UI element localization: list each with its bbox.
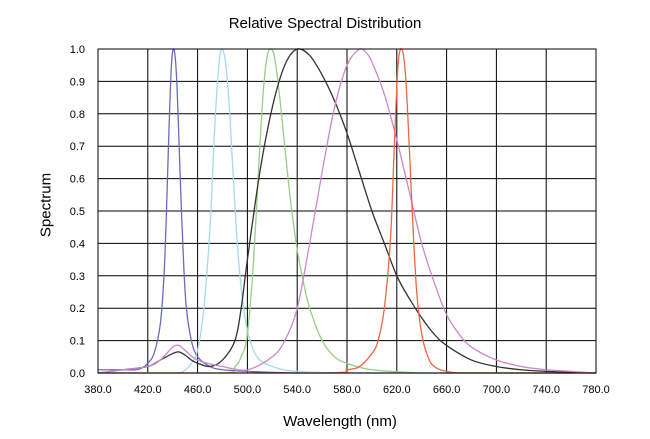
- series-lines: [97, 48, 597, 374]
- x-tick-label: 420.0: [134, 384, 162, 396]
- x-tick-label: 780.0: [582, 384, 610, 396]
- y-tick-label: 0.6: [70, 174, 85, 186]
- series-line-5: [97, 48, 597, 374]
- x-axis-label: Wavelength (nm): [283, 413, 397, 430]
- x-tick-label: 540.0: [283, 384, 311, 396]
- y-tick-label: 1.0: [70, 44, 85, 56]
- x-tick-label: 460.0: [184, 384, 212, 396]
- series-line-3: [98, 48, 596, 374]
- x-tick-label: 660.0: [433, 384, 461, 396]
- chart-title: Relative Spectral Distribution: [228, 15, 422, 32]
- x-tick-label: 700.0: [483, 384, 511, 396]
- x-tick-label: 740.0: [532, 384, 560, 396]
- x-tick-label: 380.0: [84, 384, 112, 396]
- series-line-1: [98, 48, 596, 374]
- y-tick-label: 0.1: [70, 336, 85, 348]
- y-tick-label: 0.5: [70, 206, 85, 218]
- x-tick-labels: 380.0 420.0 460.0 500.0 540.0 580.0 620.0 660.0…: [84, 384, 610, 396]
- y-tick-label: 0.3: [70, 271, 85, 283]
- y-tick-labels: 0.0 0.1 0.2 0.3 0.4 0.5 0.6 0.7 0.8 0.9 1.0: [70, 44, 85, 380]
- y-tick-label: 0.0: [70, 368, 85, 380]
- y-axis-label: Spectrum: [37, 172, 55, 238]
- y-tick-label: 0.9: [70, 76, 85, 88]
- y-tick-label: 0.4: [70, 238, 85, 250]
- plot-frame: [97, 48, 597, 374]
- y-tick-label: 0.2: [70, 303, 85, 315]
- y-tick-label: 0.8: [70, 109, 85, 121]
- grid-lines: [97, 48, 597, 374]
- x-tick-label: 580.0: [333, 384, 361, 396]
- y-tick-label: 0.7: [70, 141, 85, 153]
- x-tick-label: 500.0: [234, 384, 262, 396]
- series-line-2: [98, 48, 596, 374]
- x-tick-label: 620.0: [383, 384, 411, 396]
